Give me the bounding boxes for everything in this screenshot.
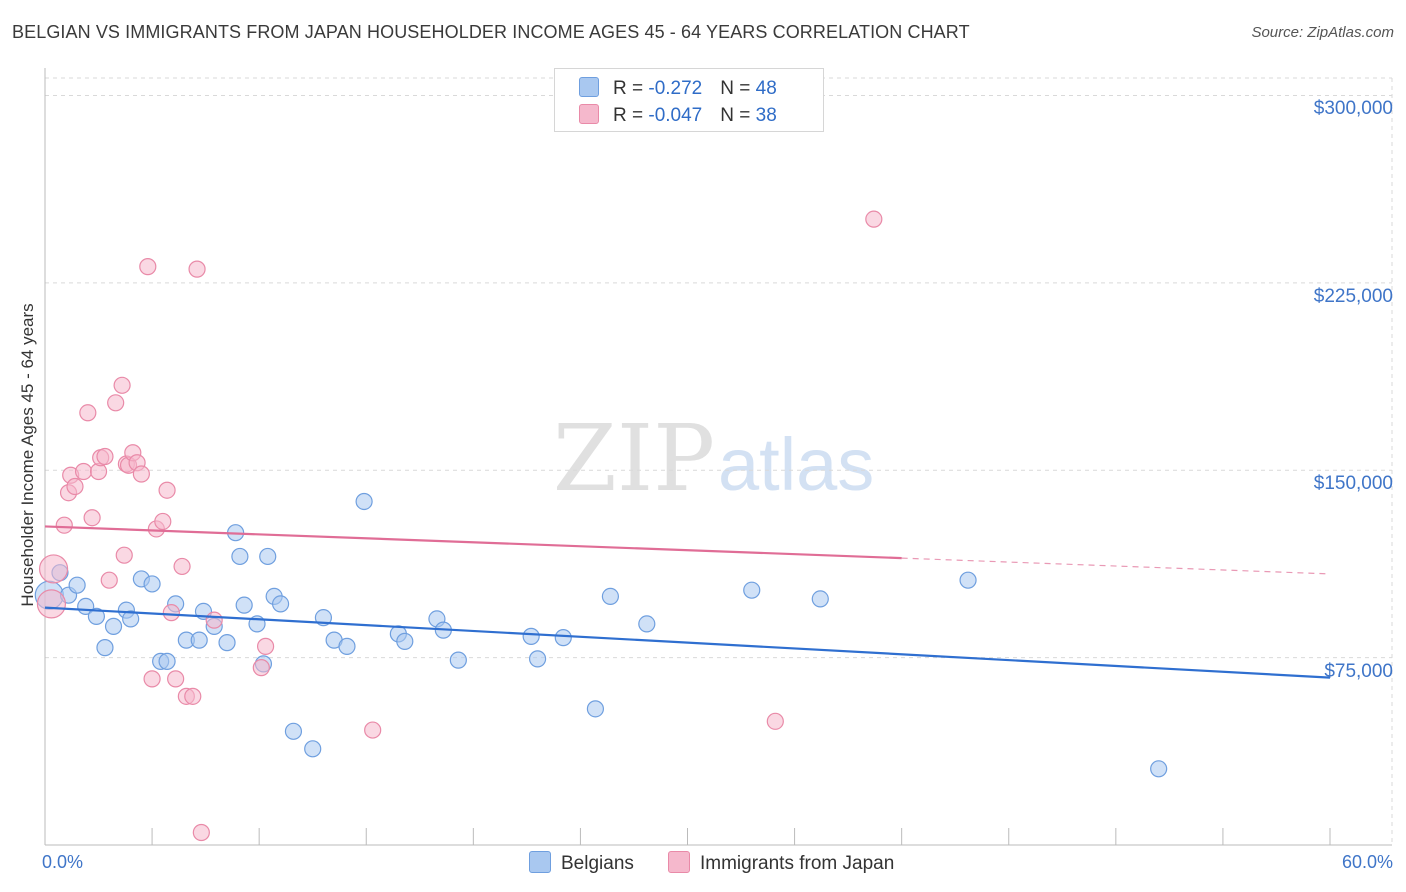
japan-swatch (579, 104, 599, 124)
japan-point (192, 823, 210, 842)
chart-title: BELGIAN VS IMMIGRANTS FROM JAPAN HOUSEHO… (12, 22, 970, 42)
belgian-point (396, 632, 414, 650)
belgian-point (259, 547, 277, 566)
n-value-belgians: 48 (755, 78, 777, 99)
belgian-point (190, 631, 208, 649)
belgian-point (449, 651, 467, 669)
belgian-point (87, 607, 106, 625)
japan-point (252, 659, 270, 677)
japan-point (107, 394, 125, 412)
japan-point (79, 404, 97, 422)
japan-point (38, 554, 69, 584)
japan-point (256, 637, 275, 655)
x-tick-label: 0.0% (42, 852, 84, 872)
belgian-point (528, 650, 547, 668)
japan-point (205, 611, 223, 629)
belgian-point (96, 639, 114, 657)
japan-point (865, 210, 883, 228)
legend-item-japan[interactable]: Immigrants from Japan (668, 851, 894, 875)
legend-label-japan: Immigrants from Japan (700, 853, 895, 874)
belgian-point (811, 590, 829, 608)
japan-point (66, 477, 84, 496)
belgian-point (231, 547, 249, 566)
japan-point (143, 670, 161, 688)
japan-point (55, 516, 73, 534)
n-label: N = (720, 78, 756, 99)
belgian-point (68, 576, 86, 594)
japan-point (173, 557, 191, 576)
belgian-point (271, 595, 290, 613)
belgian-point (235, 596, 253, 614)
belgian-point (104, 617, 123, 635)
y-tick-label: $150,000 (1313, 473, 1393, 495)
belgian-point (959, 571, 977, 589)
belgian-point (122, 610, 140, 628)
belgian-point (338, 637, 356, 655)
belgian-point (218, 634, 236, 652)
source-label: Source: ZipAtlas.com (1251, 24, 1394, 41)
japan-point (766, 712, 784, 730)
japan-point (162, 604, 180, 622)
watermark-atlas: atlas (718, 423, 874, 506)
watermark-zip: ZIP (553, 405, 715, 512)
japan-point (184, 687, 202, 705)
japan-point (188, 260, 206, 278)
y-tick-label: $300,000 (1313, 98, 1393, 120)
n-value-japan: 38 (755, 105, 777, 126)
japan-point (113, 376, 131, 394)
japan-legend-swatch (668, 851, 690, 873)
r-label: R = (613, 105, 649, 126)
belgian-point (158, 652, 176, 670)
belgian-trend-line (44, 606, 1331, 679)
japan-trend-line (44, 525, 902, 560)
japan-point (364, 721, 382, 739)
japan-point (74, 462, 93, 481)
y-tick-label: $225,000 (1313, 285, 1393, 307)
japan-point (100, 571, 118, 589)
stats-legend-row-belgians: R = -0.272 N = 48 (579, 77, 777, 100)
japan-point (154, 512, 172, 531)
japan-point (36, 589, 67, 619)
legend-label-belgians: Belgians (561, 853, 634, 874)
belgians-legend-swatch (529, 851, 551, 873)
belgian-point (143, 575, 161, 593)
r-label: R = (613, 78, 649, 99)
r-value-belgians: -0.272 (648, 78, 703, 99)
legend-item-belgians[interactable]: Belgians (529, 851, 634, 875)
stats-legend: R = -0.272 N = 48 R = -0.047 N = 38 (554, 68, 824, 132)
japan-point (83, 509, 101, 527)
r-value-japan: -0.047 (648, 105, 703, 126)
n-label: N = (720, 105, 756, 126)
japan-point (132, 465, 150, 483)
belgians-swatch (579, 77, 599, 97)
japan-point (115, 546, 133, 564)
japan-trend-extension (901, 557, 1331, 575)
belgian-point (1150, 760, 1168, 778)
belgian-point (304, 740, 322, 758)
belgian-point (522, 627, 540, 645)
japan-point (96, 447, 114, 466)
stats-legend-row-japan: R = -0.047 N = 38 (579, 104, 777, 127)
belgian-point (601, 587, 620, 606)
belgian-point (586, 700, 605, 718)
belgian-point (638, 615, 656, 633)
japan-point (139, 258, 157, 276)
belgian-point (743, 581, 761, 599)
belgian-point (554, 629, 572, 647)
belgian-point (284, 722, 303, 740)
japan-point (158, 481, 176, 499)
belgian-point (355, 492, 373, 511)
x-tick-label: 60.0% (1341, 852, 1393, 872)
y-tick-label: $75,000 (1324, 660, 1393, 682)
japan-point (167, 670, 185, 688)
